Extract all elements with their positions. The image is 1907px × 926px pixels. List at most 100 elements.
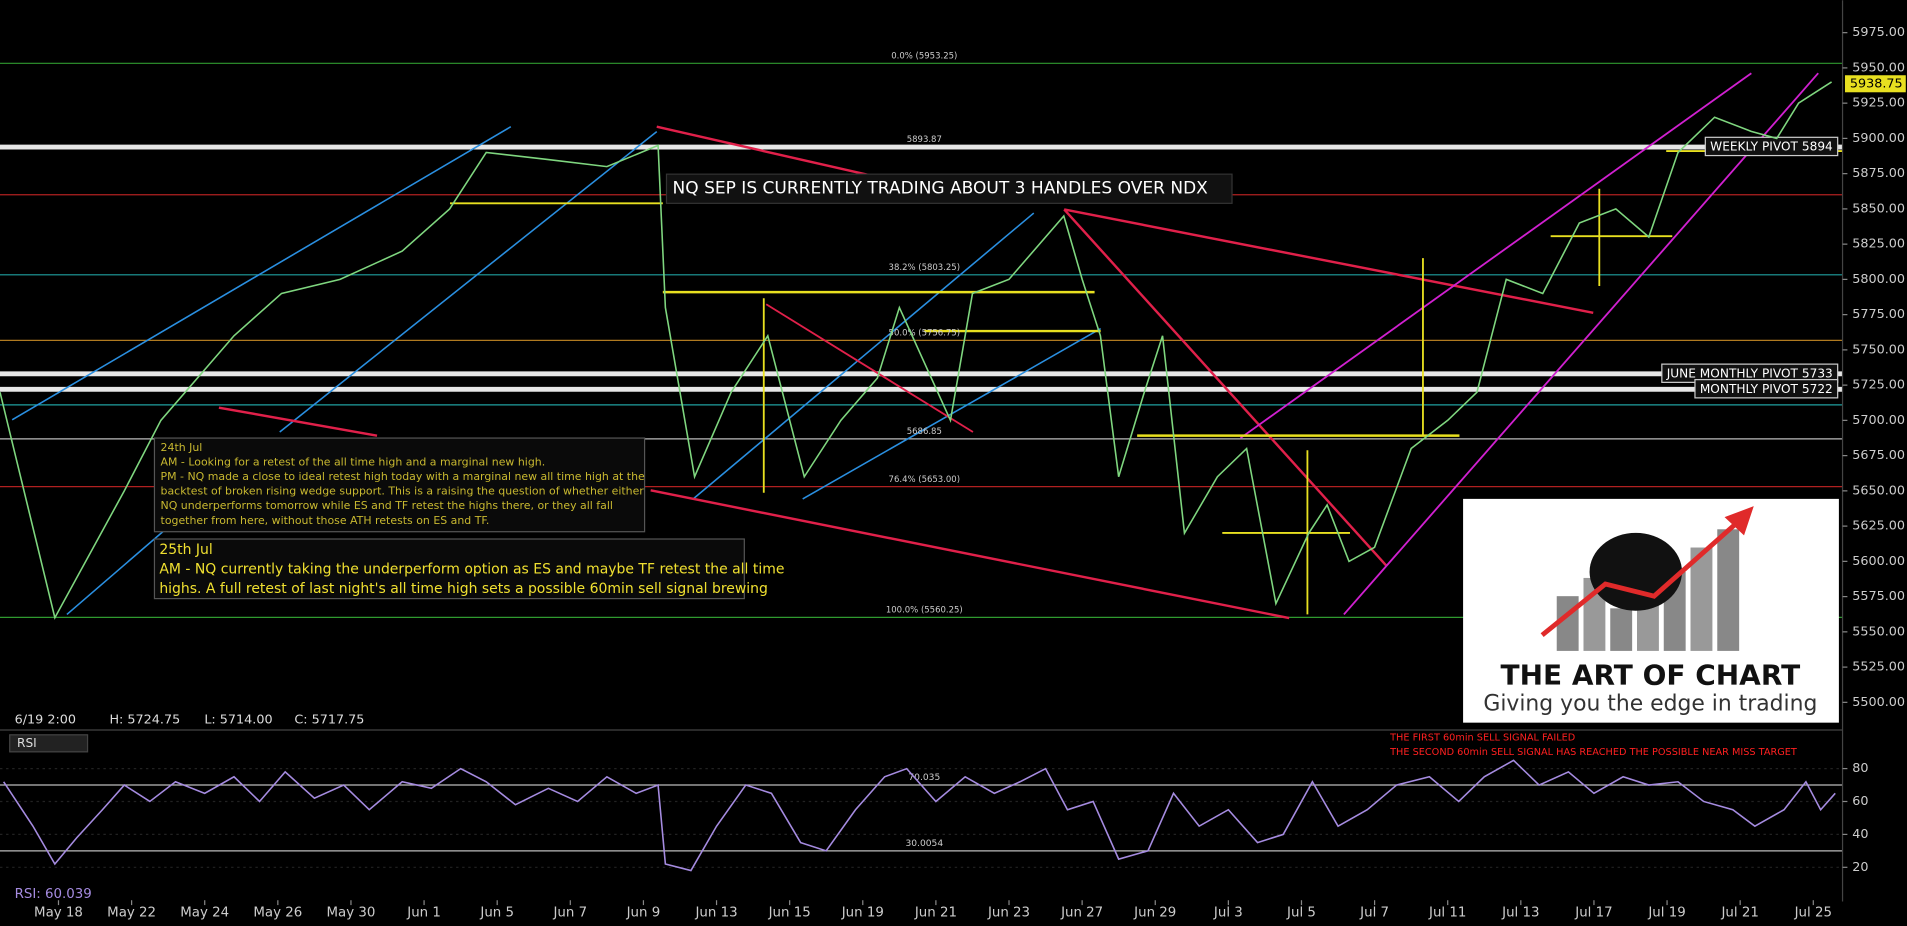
x-tick-label: Jun 1 <box>406 905 441 920</box>
level-label: 100.0% (5560.25) <box>886 606 963 616</box>
trendline <box>11 126 512 421</box>
y-tick-label: 40 <box>1852 827 1868 842</box>
trendline <box>692 212 1035 500</box>
x-tick-label: Jun 21 <box>914 905 957 920</box>
pivot-tag: MONTHLY PIVOT 5722 <box>1700 382 1833 396</box>
signal-note: THE SECOND 60min SELL SIGNAL HAS REACHED… <box>1389 747 1797 758</box>
ohlc: 6/19 2:00 H: 5724.75 L: 5714.00 C: 5717.75 <box>15 713 365 728</box>
level-label: 5686.85 <box>907 427 942 437</box>
x-tick-label: May 24 <box>180 905 229 920</box>
x-tick-label: Jul 11 <box>1428 905 1466 920</box>
note-line: NQ underperforms tomorrow while ES and T… <box>161 499 613 512</box>
note-line: together from here, without those ATH re… <box>161 514 490 527</box>
trendline <box>1239 72 1752 439</box>
x-tick-label: Jun 9 <box>626 905 661 920</box>
x-tick-label: Jul 3 <box>1213 905 1243 920</box>
note-box <box>153 538 745 600</box>
y-tick-label: 5775.00 <box>1852 307 1905 322</box>
level-label: 70.035 <box>908 773 940 783</box>
logo-arrow <box>1540 518 1741 637</box>
x-tick-label: Jul 7 <box>1359 905 1389 920</box>
y-tick-label: 5975.00 <box>1852 25 1905 40</box>
trendline <box>650 489 1290 620</box>
y-tick-label: 20 <box>1852 860 1868 875</box>
note-line: PM - NQ made a close to ideal retest hig… <box>161 470 645 483</box>
y-tick-label: 5850.00 <box>1852 201 1905 216</box>
note-line: AM - Looking for a retest of the all tim… <box>161 455 546 468</box>
note-line: 25th Jul <box>159 542 212 558</box>
trendline <box>218 406 378 437</box>
ohlc-value: C: 5717.75 <box>294 713 364 728</box>
trendline <box>1063 208 1594 314</box>
pivot-tag: JUNE MONTHLY PIVOT 5733 <box>1666 366 1833 380</box>
y-tick-label: 5725.00 <box>1852 378 1905 393</box>
y-tick-label: 5625.00 <box>1852 519 1905 534</box>
y-tick-label: 5800.00 <box>1852 272 1905 287</box>
price-line <box>2 759 1836 872</box>
logo: THE ART OF CHART Giving you the edge in … <box>1463 498 1839 723</box>
logo-bar <box>1717 529 1740 651</box>
y-tick-label: 5600.00 <box>1852 554 1905 569</box>
trendline <box>279 130 658 433</box>
x-tick-label: Jun 13 <box>694 905 737 920</box>
price-tag: 5938.75 <box>1850 76 1903 91</box>
x-tick-label: Jul 13 <box>1501 905 1539 920</box>
level-label: 30.0054 <box>905 839 943 849</box>
x-tick-label: Jun 23 <box>987 905 1030 920</box>
y-tick-label: 5825.00 <box>1852 237 1905 252</box>
x-tick-label: Jul 17 <box>1574 905 1612 920</box>
level-label: 38.2% (5803.25) <box>889 263 961 273</box>
x-tick-label: Jul 21 <box>1720 905 1758 920</box>
y-tick-label: 5750.00 <box>1852 342 1905 357</box>
y-tick-label: 5900.00 <box>1852 131 1905 146</box>
note-line: highs. A full retest of last night's all… <box>159 581 768 597</box>
x-tick-label: Jun 19 <box>841 905 884 920</box>
x-tick-label: Jun 27 <box>1060 905 1103 920</box>
level-label: 0.0% (5953.25) <box>891 52 957 62</box>
logo-tagline: Giving you the edge in trading <box>1483 691 1817 716</box>
y-tick-label: 5700.00 <box>1852 413 1905 428</box>
note-line: backtest of broken rising wedge support.… <box>161 485 645 498</box>
pivot-tag: WEEKLY PIVOT 5894 <box>1710 140 1833 154</box>
logo-bar <box>1690 547 1713 651</box>
x-tick-label: May 26 <box>253 905 302 920</box>
note: 25th Jul AM - NQ currently taking the und… <box>159 542 784 597</box>
level-label: 76.4% (5653.00) <box>889 475 961 485</box>
note-line: AM - NQ currently taking the underperfor… <box>159 561 784 577</box>
ohlc-value: L: 5714.00 <box>204 713 272 728</box>
x-tick-label: Jul 5 <box>1286 905 1316 920</box>
price-line <box>0 81 1833 620</box>
y-tick-label: 5575.00 <box>1852 589 1905 604</box>
x-tick-label: Jun 29 <box>1133 905 1176 920</box>
trendline <box>1343 72 1819 616</box>
y-tick-label: 5675.00 <box>1852 448 1905 463</box>
logo-bar <box>1610 608 1633 651</box>
y-tick-label: 5950.00 <box>1852 60 1905 75</box>
headline-box <box>665 173 1233 204</box>
x-tick-label: Jul 25 <box>1794 905 1832 920</box>
drawings <box>11 72 1843 620</box>
logo-arrow-head <box>1724 506 1754 536</box>
y-tick-label: 5525.00 <box>1852 660 1905 675</box>
ohlc-value: 6/19 2:00 <box>15 713 76 728</box>
logo-globe <box>1589 532 1683 611</box>
level-label: 5893.87 <box>907 135 942 145</box>
ohlc-value: H: 5724.75 <box>109 713 180 728</box>
price-tag-box <box>1844 75 1906 93</box>
signal-note: THE FIRST 60min SELL SIGNAL FAILED <box>1389 732 1575 743</box>
signal-notes: THE FIRST 60min SELL SIGNAL FAILED THE SE… <box>1389 732 1797 758</box>
level-label: 50.0% (5756.75) <box>889 329 961 339</box>
x-tick-label: Jul 19 <box>1647 905 1685 920</box>
x-tick-label: Jun 5 <box>479 905 514 920</box>
y-tick-label: 60 <box>1852 794 1868 809</box>
panel-label: RSI <box>17 736 37 750</box>
pivot-tag-box <box>1694 379 1839 399</box>
y-tick-label: 80 <box>1852 761 1868 776</box>
trendline <box>765 303 974 433</box>
x-tick-label: Jun 7 <box>552 905 587 920</box>
y-tick-label: 5650.00 <box>1852 483 1905 498</box>
y-tick-label: 5500.00 <box>1852 695 1905 710</box>
x-tick-label: May 22 <box>107 905 156 920</box>
